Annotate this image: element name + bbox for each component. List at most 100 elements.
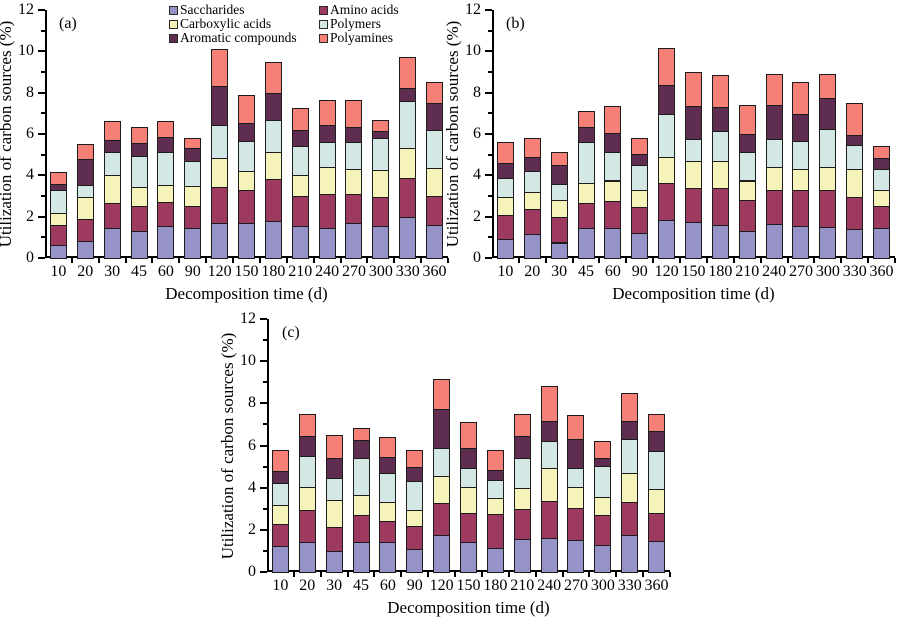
bar-segment-polymers-150 xyxy=(685,139,702,162)
bar-segment-aromatic-compounds-45 xyxy=(577,126,595,144)
panel--c--yminortick-11 xyxy=(263,339,267,342)
bar-segment-polyamines-210 xyxy=(513,413,531,437)
panel--b--xtick-5 xyxy=(625,258,628,263)
bar-segment-polyamines-20 xyxy=(298,413,316,437)
panel--c--xlabel-90: 90 xyxy=(406,577,423,594)
panel--b--ytick-label-6: 6 xyxy=(473,125,481,142)
bar-segment-polymers-180 xyxy=(711,130,729,162)
bar-segment-carboxylic-acids-300 xyxy=(372,170,390,199)
bar-segment-aromatic-compounds-330 xyxy=(621,421,639,441)
panel--c--xlabel-210: 210 xyxy=(510,577,535,594)
bar-segment-polyamines-300 xyxy=(819,74,837,99)
bar-segment-polymers-60 xyxy=(379,472,397,504)
bar-segment-saccharides-300 xyxy=(819,227,837,259)
bar-segment-saccharides-10 xyxy=(49,244,67,259)
panel--c--y-axis-title: Utilization of carbon sources (%) xyxy=(218,332,237,559)
panel--b--ytick-0 xyxy=(485,257,492,259)
bar-segment-carboxylic-acids-180 xyxy=(711,160,729,189)
bar-segment-aromatic-compounds-180 xyxy=(486,469,504,482)
bar-segment-polymers-240 xyxy=(318,142,336,169)
bar-segment-amino-acids-240 xyxy=(318,193,336,230)
panel--c--xlabel-45: 45 xyxy=(353,577,370,594)
bar-segment-aromatic-compounds-90 xyxy=(184,148,202,162)
panel--b--xtick-10 xyxy=(759,258,762,263)
bar-segment-saccharides-150 xyxy=(685,221,702,259)
panel--a--ytick-2 xyxy=(38,215,45,218)
bar-segment-saccharides-300 xyxy=(372,225,390,259)
bar-segment-polymers-150 xyxy=(460,467,477,488)
bar-segment-aromatic-compounds-30 xyxy=(103,140,121,153)
panel--c--xlabel-120: 120 xyxy=(429,577,454,594)
panel--a--ytick-6 xyxy=(38,133,45,135)
panel--a--xlabel-240: 240 xyxy=(315,263,340,280)
panel--b--xlabel-180: 180 xyxy=(708,263,733,280)
panel--c--x-axis-title: Decomposition time (d) xyxy=(387,598,550,617)
panel--b--yminortick-5 xyxy=(488,153,492,156)
bar-segment-polymers-240 xyxy=(540,441,558,469)
bar-segment-polymers-180 xyxy=(486,480,504,500)
bar-segment-carboxylic-acids-240 xyxy=(765,167,783,191)
bar-segment-saccharides-330 xyxy=(621,535,639,573)
panel--c--xtick-5 xyxy=(400,572,403,577)
bar-segment-aromatic-compounds-330 xyxy=(846,135,864,147)
bar-segment-carboxylic-acids-210 xyxy=(291,175,309,197)
bar-segment-amino-acids-30 xyxy=(550,216,568,244)
bar-segment-saccharides-30 xyxy=(103,228,121,259)
bar-segment-polyamines-30 xyxy=(103,120,121,142)
panel--c--xtick-13 xyxy=(615,572,618,577)
bar-segment-polyamines-270 xyxy=(567,414,585,441)
panel--a--xtick-14 xyxy=(420,258,423,263)
bar-segment-saccharides-120 xyxy=(658,219,676,259)
panel--c--xlabel-150: 150 xyxy=(456,577,481,594)
bar-segment-polymers-20 xyxy=(523,171,541,193)
bar-segment-carboxylic-acids-270 xyxy=(345,169,363,195)
bar-segment-aromatic-compounds-270 xyxy=(567,439,585,469)
panel--b--xtick-8 xyxy=(705,258,708,263)
panel--b--ytick-label-10: 10 xyxy=(465,42,481,60)
bar-segment-aromatic-compounds-300 xyxy=(372,130,390,140)
panel--c--xlabel-360: 360 xyxy=(644,577,669,594)
bar-segment-aromatic-compounds-300 xyxy=(819,97,837,130)
bar-segment-amino-acids-10 xyxy=(271,523,289,547)
bar-segment-aromatic-compounds-180 xyxy=(264,92,282,121)
legend-item-polyamines: Polyamines xyxy=(319,31,393,45)
panel--a--ytick-label-2: 2 xyxy=(26,207,34,225)
bar-segment-amino-acids-20 xyxy=(523,209,541,236)
bar-segment-amino-acids-270 xyxy=(345,193,363,224)
panel--a--xtick-5 xyxy=(178,258,181,263)
bar-segment-polymers-20 xyxy=(76,184,94,199)
panel--b--ytick-10 xyxy=(485,50,492,53)
bar-segment-aromatic-compounds-60 xyxy=(604,132,622,153)
bar-segment-polyamines-10 xyxy=(271,449,289,472)
bar-segment-carboxylic-acids-150 xyxy=(685,160,702,189)
panel--a--x-axis-title: Decomposition time (d) xyxy=(165,284,328,303)
panel--a--xlabel-60: 60 xyxy=(157,263,174,280)
panel--c--xtick-15 xyxy=(669,572,671,577)
bar-segment-carboxylic-acids-90 xyxy=(406,509,424,527)
panel--b--xlabel-270: 270 xyxy=(788,263,813,280)
panel--c--xlabel-20: 20 xyxy=(299,577,316,594)
bar-segment-carboxylic-acids-180 xyxy=(264,151,282,181)
panel--a--xlabel-45: 45 xyxy=(131,263,148,280)
bar-segment-polyamines-330 xyxy=(846,103,864,137)
bar-segment-saccharides-20 xyxy=(523,234,541,259)
bar-segment-saccharides-150 xyxy=(238,222,255,259)
panel--b--xtick-15 xyxy=(894,258,896,263)
bar-segment-carboxylic-acids-30 xyxy=(103,175,121,205)
bar-segment-saccharides-270 xyxy=(792,225,810,259)
bar-segment-aromatic-compounds-210 xyxy=(291,129,309,148)
bar-segment-amino-acids-270 xyxy=(567,507,585,542)
panel--a--xlabel-300: 300 xyxy=(368,263,393,280)
bar-segment-aromatic-compounds-240 xyxy=(318,124,336,144)
bar-segment-polyamines-300 xyxy=(372,119,390,132)
panel--c--ytick-12 xyxy=(260,318,267,320)
panel--c--xtick-10 xyxy=(534,572,537,577)
panel--c--yminortick-5 xyxy=(263,465,267,468)
bar-segment-carboxylic-acids-10 xyxy=(49,212,67,226)
legend-swatch-polyamines-icon xyxy=(319,33,328,43)
bar-segment-saccharides-330 xyxy=(399,216,417,259)
panel--c--ytick-label-12: 12 xyxy=(240,310,256,327)
panel--c--xtick-12 xyxy=(588,572,591,577)
bar-segment-amino-acids-330 xyxy=(621,502,639,537)
bar-segment-carboxylic-acids-330 xyxy=(621,472,639,504)
